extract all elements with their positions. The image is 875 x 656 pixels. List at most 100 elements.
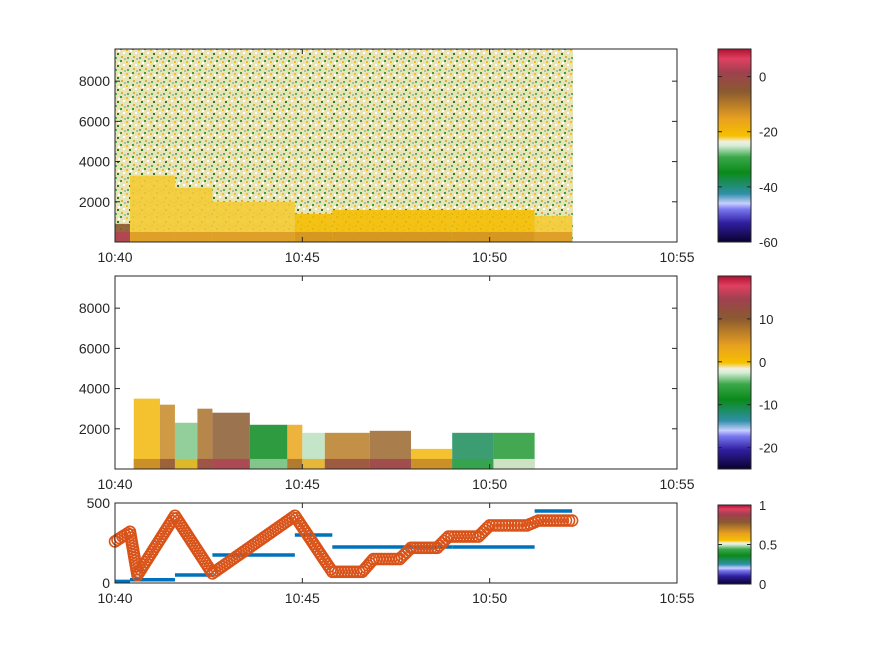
- heatmap-band-base: [302, 458, 325, 469]
- heatmap-band: [129, 175, 175, 242]
- marker-point: [511, 519, 525, 532]
- y-tick-label: 0: [102, 575, 110, 591]
- panel-1-axes: 10:40 10:45 10:50 10:55 2000 4000 6000 8000: [79, 49, 695, 265]
- y-tick-label: 2000: [79, 194, 110, 210]
- panel-1-frame: [114, 48, 678, 243]
- marker-point: [517, 519, 531, 532]
- marker-point: [476, 525, 490, 539]
- heatmap-band-base: [249, 458, 288, 469]
- x-tick-label: 10:40: [97, 476, 132, 492]
- marker-point: [489, 519, 503, 532]
- colorbar-tick-label: 0: [759, 577, 766, 592]
- colorbar-tick-label: -20: [759, 125, 778, 140]
- heatmap-band-base: [212, 231, 295, 242]
- x-tick-label: 10:55: [659, 476, 694, 492]
- x-tick-label: 10:50: [472, 590, 507, 606]
- marker-point: [430, 541, 444, 555]
- colorbar-1-gradient: [717, 48, 752, 243]
- y-tick-label: 2000: [79, 421, 110, 437]
- y-tick-label: 4000: [79, 154, 110, 170]
- heatmap-band-base: [133, 458, 160, 469]
- y-tick-label: 6000: [79, 113, 110, 129]
- x-tick-label: 10:40: [97, 249, 132, 265]
- marker-point: [393, 552, 407, 566]
- colorbar-tick-label: -20: [759, 441, 778, 456]
- heatmap-band: [159, 404, 175, 469]
- heatmap-band-base: [159, 458, 175, 469]
- colorbar-2: 10 0 -10 -20: [717, 275, 778, 470]
- marker-point: [483, 519, 496, 532]
- colorbar-3-ticks: 10.50: [718, 498, 777, 592]
- heatmap-band-base: [369, 458, 411, 469]
- marker-point: [505, 519, 518, 532]
- heatmap-band-base: [287, 458, 303, 469]
- x-tick-label: 10:55: [659, 249, 694, 265]
- panel-2-axes: 10:40 10:45 10:50 10:55 2000 4000 6000 8000: [79, 276, 695, 492]
- heatmap-band-base: [212, 458, 250, 469]
- colorbar-tick-label: 1: [759, 498, 766, 513]
- marker-point: [397, 548, 411, 561]
- heatmap-band-base: [493, 458, 535, 469]
- marker-point: [502, 519, 515, 532]
- heatmap-band-base: [332, 231, 453, 242]
- colorbar-2-gradient: [717, 275, 752, 470]
- x-tick-label: 10:50: [472, 476, 507, 492]
- colorbar-tick-label: 0: [759, 355, 766, 370]
- heatmap-band: [197, 408, 213, 469]
- panel-2-frame: [114, 275, 678, 470]
- colorbar-tick-label: -60: [759, 235, 778, 250]
- colorbar-tick-label: 0: [759, 70, 766, 85]
- x-tick-label: 10:45: [285, 590, 320, 606]
- y-tick-label: 6000: [79, 340, 110, 356]
- heatmap-band-base: [294, 231, 333, 242]
- heatmap-band-base: [452, 458, 494, 469]
- colorbar-tick-label: 0.5: [759, 538, 777, 553]
- colorbar-tick-label: -10: [759, 398, 778, 413]
- marker-point: [508, 519, 521, 532]
- colorbar-3-gradient: [717, 504, 752, 585]
- heatmap-band-base: [452, 231, 535, 242]
- marker-point: [514, 519, 528, 532]
- heatmap-band-base: [174, 458, 198, 469]
- panel-3-axes: 10:40 10:45 10:50 10:55 0 500: [87, 495, 695, 606]
- heatmap-band: [174, 422, 198, 469]
- heatmap-band-base: [534, 231, 573, 242]
- colorbar-3: 10.50: [717, 498, 777, 592]
- panel-3: 10:40 10:45 10:50 10:55 0 500: [87, 495, 695, 606]
- x-tick-label: 10:45: [285, 476, 320, 492]
- panel-1: 10:40 10:45 10:50 10:55 2000 4000 6000 8000: [79, 48, 695, 265]
- heatmap-band-base: [129, 231, 175, 242]
- heatmap-band-base: [410, 458, 453, 469]
- heatmap-band-base: [174, 231, 213, 242]
- x-tick-label: 10:50: [472, 249, 507, 265]
- y-tick-label: 4000: [79, 381, 110, 397]
- marker-point: [495, 519, 509, 532]
- x-tick-label: 10:40: [97, 590, 132, 606]
- heatmap-band: [133, 398, 160, 469]
- heatmap-band-base: [197, 458, 213, 469]
- marker-point: [492, 519, 506, 532]
- marker-point: [472, 530, 485, 543]
- heatmap-band-base: [115, 231, 130, 242]
- marker-point: [486, 519, 500, 532]
- colorbar-tick-label: -40: [759, 180, 778, 195]
- marker-point: [565, 514, 579, 527]
- panel-3-frame: [114, 502, 678, 584]
- marker-point: [498, 519, 512, 532]
- heatmap-band-base: [324, 458, 370, 469]
- marker-point: [433, 539, 446, 552]
- panel-1-bands: [115, 175, 573, 242]
- colorbar-1-ticks: 0 -20 -40 -60: [718, 70, 778, 250]
- marker-point: [435, 537, 449, 550]
- y-tick-label: 8000: [79, 73, 110, 89]
- colorbar-tick-label: 10: [759, 312, 773, 327]
- panel-2: 10:40 10:45 10:50 10:55 2000 4000 6000 8000: [79, 275, 695, 492]
- x-tick-label: 10:55: [659, 590, 694, 606]
- panel-3-series: [108, 509, 579, 584]
- heatmap-band: [287, 424, 303, 469]
- y-tick-label: 8000: [79, 300, 110, 316]
- marker-point: [395, 550, 409, 564]
- panel-2-bands: [133, 398, 535, 469]
- marker-point: [474, 528, 487, 541]
